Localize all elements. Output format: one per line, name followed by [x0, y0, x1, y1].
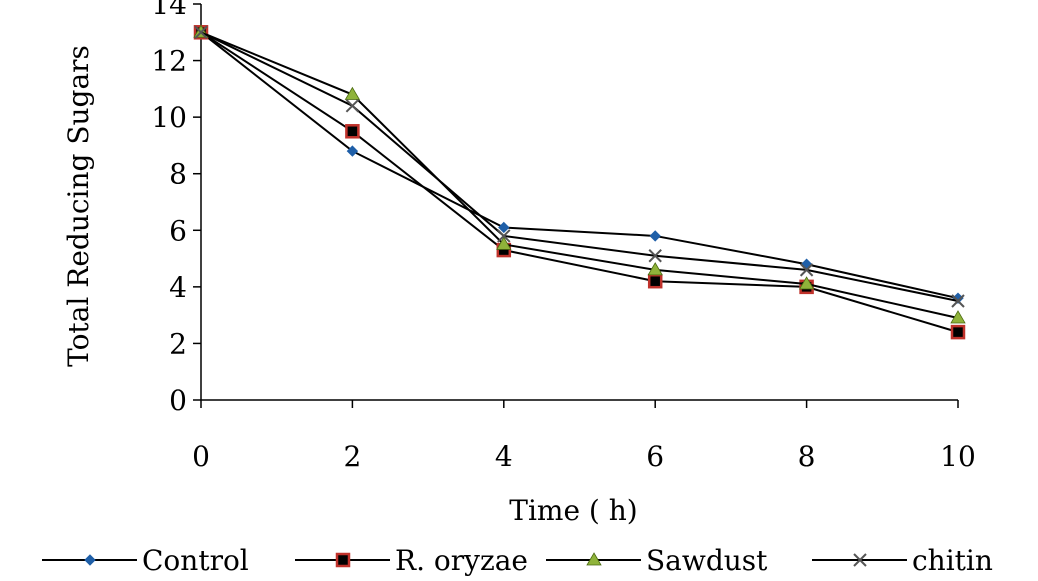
legend-item: chitin: [812, 544, 993, 577]
y-tick-label: 4: [169, 271, 187, 304]
series-line: [200, 31, 959, 334]
series-chitin: [194, 25, 965, 308]
data-point: [799, 263, 814, 277]
series-control: [195, 26, 964, 304]
y-tick-label: 6: [169, 214, 187, 247]
data-point: [345, 99, 360, 113]
legend-marker: [586, 552, 602, 566]
series-layer: [193, 24, 966, 340]
x-axis-title: Time ( h): [509, 494, 637, 527]
data-point: [647, 273, 663, 289]
series-line: [200, 31, 959, 302]
legend-item: Sawdust: [546, 544, 768, 577]
axes: 0 2 4 6 8 10 12 14 0 2 4 6 8 10: [151, 0, 975, 473]
data-point: [346, 145, 359, 157]
legend-marker: [84, 554, 96, 566]
legend-marker: [853, 553, 867, 567]
legend-label: chitin: [912, 544, 993, 576]
legend: Control R. oryzae Sawdust chitin: [42, 544, 993, 577]
y-axis-title: Total Reducing Sugars: [62, 45, 95, 367]
legend-item: R. oryzae: [295, 544, 528, 577]
data-point: [498, 221, 510, 234]
data-point: [649, 230, 661, 242]
series-r-oryzae: [193, 25, 966, 340]
y-tick-label: 2: [169, 327, 187, 360]
series-line: [200, 31, 959, 319]
data-point: [950, 310, 966, 324]
x-tick-label: 2: [343, 440, 361, 473]
legend-label: Control: [142, 544, 249, 576]
data-point: [497, 229, 511, 243]
y-tick-label: 8: [169, 158, 187, 191]
legend-label: Sawdust: [646, 544, 768, 576]
data-point: [496, 236, 512, 250]
data-point: [344, 86, 361, 100]
y-tick-label: 10: [151, 101, 187, 134]
legend-item: Control: [42, 544, 249, 577]
x-tick-label: 6: [646, 440, 664, 473]
data-point: [950, 324, 966, 340]
data-point: [951, 294, 965, 308]
data-point: [648, 249, 662, 263]
x-tick-label: 4: [495, 440, 513, 473]
data-point: [345, 124, 360, 139]
y-tick-label: 0: [169, 384, 187, 417]
series-sawdust: [193, 24, 966, 324]
legend-label: R. oryzae: [395, 544, 528, 576]
x-tick-label: 8: [798, 440, 816, 473]
data-point: [798, 276, 815, 290]
y-tick-label: 12: [151, 45, 187, 78]
y-tick-label: 14: [151, 0, 187, 21]
x-tick-label: 10: [940, 440, 976, 473]
x-tick-label: 0: [192, 440, 210, 473]
data-point: [647, 262, 663, 276]
data-point: [194, 25, 208, 39]
legend-marker: [335, 552, 351, 568]
series-line: [200, 31, 959, 300]
